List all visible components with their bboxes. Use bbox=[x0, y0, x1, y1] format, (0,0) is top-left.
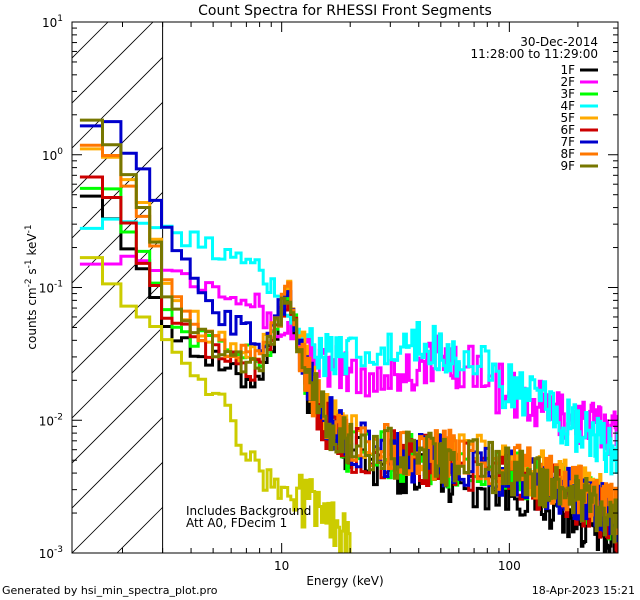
series-bg bbox=[79, 256, 352, 553]
hatch-line bbox=[72, 326, 163, 419]
time-range: 11:28:00 to 11:29:00 bbox=[471, 47, 598, 61]
annotation-background: Includes Background bbox=[186, 504, 311, 518]
excluded-energy-hatch bbox=[0, 0, 442, 553]
annotation-attenuator: Att A0, FDecim 1 bbox=[186, 516, 287, 530]
y-tick-labels: 10-3 10-2 10-1 100 101 bbox=[39, 14, 64, 561]
hatch-line bbox=[72, 371, 163, 464]
legend-label-6F: 6F bbox=[560, 123, 575, 137]
legend-label-8F: 8F bbox=[560, 147, 575, 161]
observation-date: 30-Dec-2014 bbox=[520, 35, 598, 49]
x-tick-labels: 10 100 bbox=[274, 559, 521, 573]
hatch-line bbox=[72, 22, 154, 104]
legend-label-2F: 2F bbox=[560, 75, 575, 89]
hatch-line bbox=[72, 22, 109, 59]
hatch-line bbox=[0, 0, 262, 553]
chart-title: Count Spectra for RHESSI Front Segments bbox=[198, 3, 492, 19]
series-9F bbox=[79, 118, 618, 544]
x-tick-label: 100 bbox=[498, 559, 521, 573]
y-tick-label: 10-1 bbox=[39, 280, 63, 296]
legend-label-5F: 5F bbox=[560, 111, 575, 125]
y-tick-label: 100 bbox=[42, 147, 63, 163]
legend-label-4F: 4F bbox=[560, 99, 575, 113]
y-axis-label: counts cm-2 s-1 keV-1 bbox=[24, 224, 39, 349]
y-tick-label: 10-2 bbox=[39, 412, 63, 428]
legend-label-3F: 3F bbox=[560, 87, 575, 101]
footer-timestamp: 18-Apr-2023 15:21 bbox=[532, 584, 635, 597]
x-axis-label: Energy (keV) bbox=[306, 574, 383, 588]
x-tick-label: 10 bbox=[274, 559, 289, 573]
hatch-line bbox=[0, 0, 397, 553]
legend-label-9F: 9F bbox=[560, 159, 575, 173]
y-tick-label: 10-3 bbox=[39, 545, 63, 561]
legend-label-7F: 7F bbox=[560, 135, 575, 149]
y-tick-label: 101 bbox=[42, 14, 63, 30]
hatch-line bbox=[0, 0, 442, 553]
hatch-line bbox=[0, 0, 352, 553]
spectra-series bbox=[79, 118, 618, 553]
footer-generator: Generated by hsi_min_spectra_plot.pro bbox=[2, 584, 218, 597]
legend-label-1F: 1F bbox=[560, 63, 575, 77]
axis-ticks bbox=[72, 21, 619, 554]
